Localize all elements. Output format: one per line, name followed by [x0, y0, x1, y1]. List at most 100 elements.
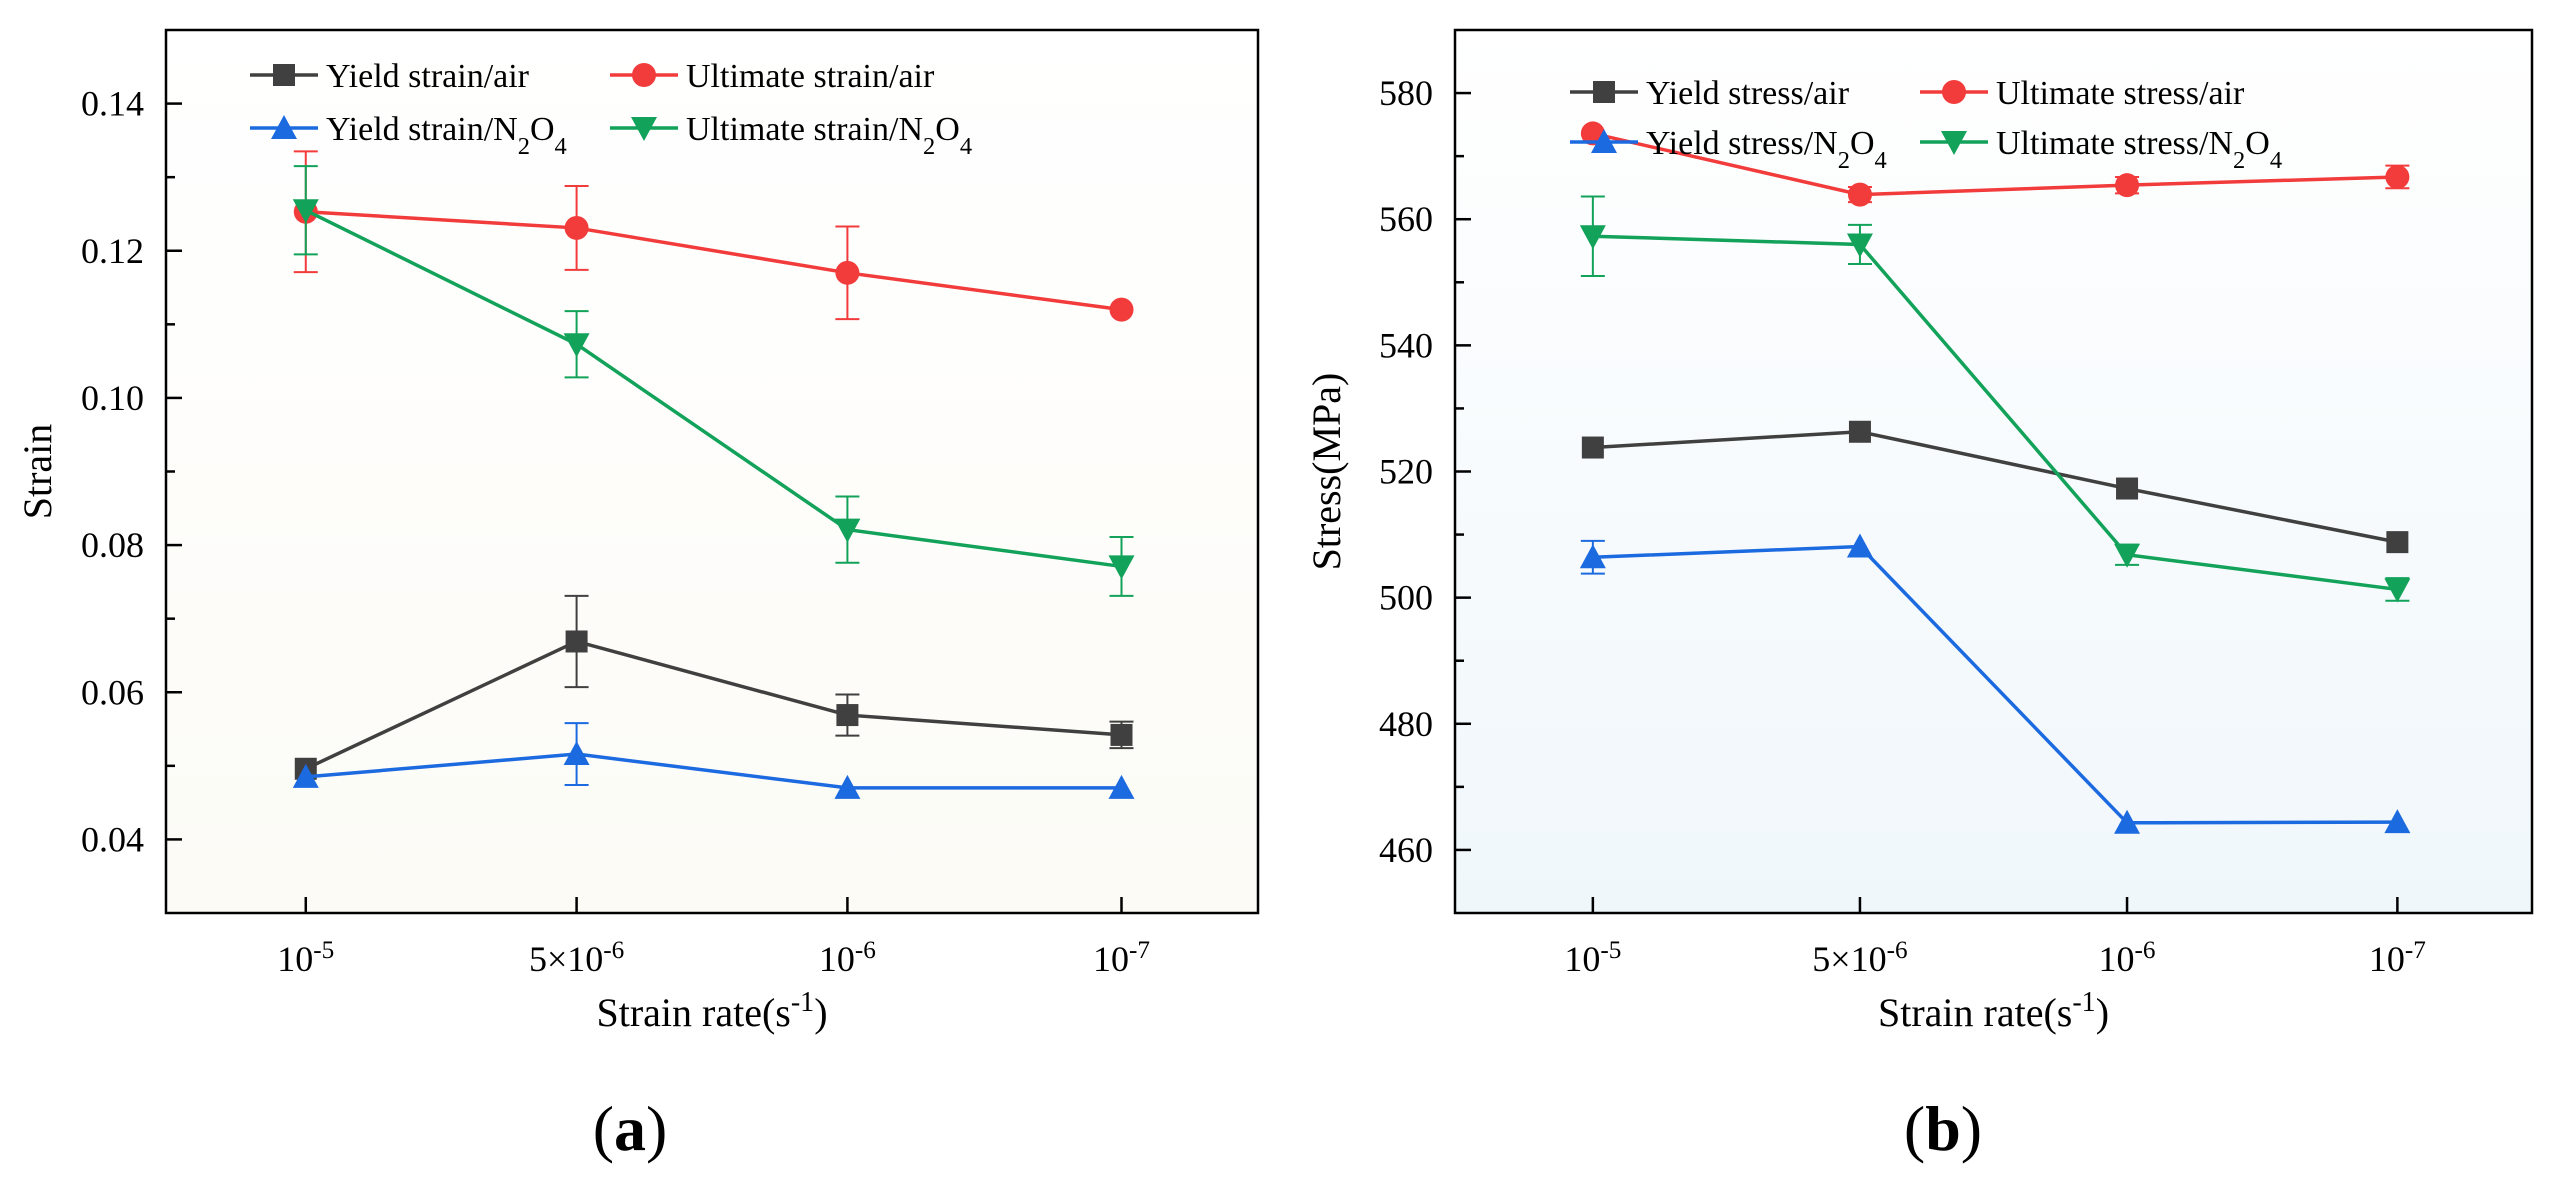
axes-frame [164, 28, 1260, 915]
legend-marker [1942, 80, 1966, 104]
legend-label: Ultimate strain/air [686, 58, 935, 95]
y-tick-label: 480 [1379, 704, 1433, 744]
data-point [292, 763, 319, 788]
y-tick-label: 520 [1379, 452, 1433, 492]
x-tick-label: 10-5 [277, 937, 334, 980]
data-point [1846, 533, 1873, 558]
y-tick-label: 460 [1379, 830, 1433, 870]
series-line [305, 752, 1122, 790]
plot-area [1455, 30, 2532, 913]
data-point [1108, 555, 1135, 580]
data-point [834, 518, 861, 543]
data-point [563, 333, 590, 358]
legend-label: Yield strain/N2O4 [326, 111, 567, 160]
legend-entry: Yield strain/N2O4 [250, 111, 567, 160]
data-point [835, 260, 860, 285]
y-tick-label: 560 [1379, 199, 1433, 239]
legend: Yield stress/air Ultimate stress/air Yield… [1570, 75, 2282, 174]
chart-panel-b: 460 480 500 520 540 560 580 10-5 5×10-6 10-6 10-7 S… [1304, 28, 2534, 1164]
y-axis-title: Strain [15, 424, 60, 520]
series-0 [294, 594, 1134, 780]
x-tick-label: 10-5 [1564, 937, 1621, 980]
legend-entry: Ultimate stress/air [1920, 75, 2245, 112]
data-point [2386, 531, 2409, 554]
x-tick-label: 10-7 [1093, 937, 1150, 980]
y-tick-label: 540 [1379, 325, 1433, 365]
y-tick-label: 0.14 [81, 84, 144, 124]
legend-marker [632, 63, 656, 87]
legend-marker [1591, 129, 1617, 153]
x-tick-label: 5×10-6 [529, 937, 624, 980]
series-2 [1579, 533, 2411, 834]
y-tick-label: 500 [1379, 578, 1433, 618]
legend-entry: Yield strain/air [250, 58, 530, 95]
data-point [2114, 543, 2141, 568]
legend-entry: Yield stress/air [1570, 75, 1850, 112]
legend-entry: Ultimate strain/N2O4 [610, 111, 972, 160]
plot-area [166, 30, 1258, 913]
legend-entry: Ultimate strain/air [610, 58, 935, 95]
data-point [1847, 182, 1872, 207]
y-tick-label: 0.08 [81, 525, 144, 565]
data-point [2116, 477, 2139, 500]
legend-entry: Yield stress/N2O4 [1570, 125, 1887, 174]
data-point [1109, 297, 1134, 322]
legend-label: Yield stress/air [1646, 75, 1850, 112]
legend-label: Ultimate strain/N2O4 [686, 111, 972, 160]
data-point [563, 741, 590, 766]
legend-marker [1941, 131, 1967, 155]
legend-label: Ultimate stress/air [1996, 75, 2245, 112]
y-tick-label: 0.06 [81, 672, 144, 712]
chart-panel-a: 0.04 0.06 0.08 0.10 0.12 0.14 10-5 5×10-6 10-6 10… [15, 28, 1260, 1164]
legend-marker [1593, 81, 1615, 103]
series-line [1592, 131, 2398, 197]
data-point [2384, 809, 2411, 834]
data-point [836, 704, 859, 727]
y-tick-label: 0.10 [81, 378, 144, 418]
legend-label: Ultimate stress/N2O4 [1996, 125, 2282, 174]
legend-marker [631, 117, 657, 141]
series-line [305, 208, 1122, 569]
legend-marker [273, 64, 295, 86]
x-tick-label: 10-7 [2369, 937, 2426, 980]
series-line [1592, 234, 2398, 592]
y-tick-label: 0.12 [81, 231, 144, 271]
axes-frame [1453, 28, 2534, 915]
legend-marker [271, 115, 297, 139]
data-point [1579, 544, 1606, 569]
x-tick-label: 10-6 [819, 937, 876, 980]
x-axis-title: Strain rate(s-1) [1878, 987, 2109, 1036]
legend-entry: Ultimate stress/N2O4 [1920, 125, 2282, 174]
series-1 [1580, 121, 2410, 207]
legend-label: Yield stress/N2O4 [1646, 125, 1887, 174]
y-tick-label: 0.04 [81, 819, 144, 859]
data-point [2384, 578, 2411, 603]
data-point [564, 215, 589, 240]
data-point [2115, 173, 2140, 198]
legend-label: Yield strain/air [326, 58, 530, 95]
data-point [565, 630, 588, 653]
panel-label: (b) [1904, 1093, 1982, 1164]
legend: Yield strain/air Ultimate strain/air Yield… [250, 58, 972, 160]
data-point [1846, 233, 1873, 258]
series-line [1592, 430, 2398, 544]
series-0 [1581, 420, 2409, 554]
y-axis-title: Stress(MPa) [1304, 373, 1349, 571]
data-point [834, 774, 861, 799]
data-point [1848, 420, 1871, 443]
data-point [1581, 436, 1604, 459]
data-point [292, 199, 319, 224]
data-point [1108, 774, 1135, 799]
series-3 [292, 165, 1135, 597]
data-point [1110, 723, 1133, 746]
series-line [305, 210, 1122, 312]
data-point [1579, 225, 1606, 250]
series-line [305, 639, 1122, 771]
data-point [2114, 809, 2141, 834]
x-axis-title: Strain rate(s-1) [596, 987, 827, 1036]
series-2 [292, 722, 1135, 799]
x-tick-label: 5×10-6 [1812, 937, 1907, 980]
panel-label: (a) [593, 1093, 668, 1164]
data-point [2385, 164, 2410, 189]
